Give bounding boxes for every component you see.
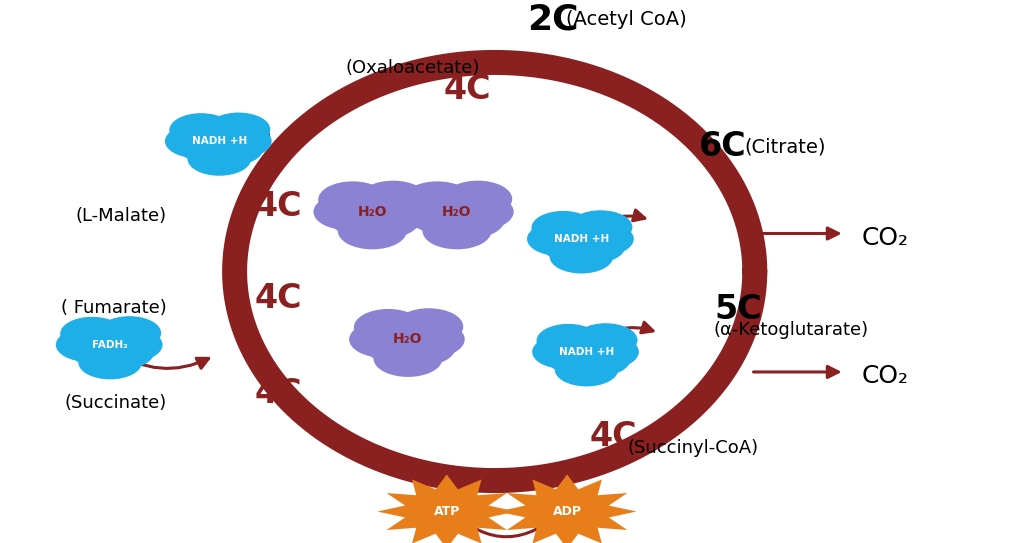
- Circle shape: [178, 130, 242, 163]
- Polygon shape: [497, 475, 636, 543]
- Circle shape: [334, 192, 410, 232]
- Polygon shape: [377, 475, 516, 543]
- Circle shape: [313, 193, 382, 230]
- Circle shape: [373, 340, 442, 377]
- Circle shape: [574, 323, 637, 357]
- Circle shape: [200, 131, 263, 166]
- Circle shape: [69, 333, 132, 367]
- Circle shape: [348, 321, 418, 358]
- Text: CO₂: CO₂: [861, 364, 908, 388]
- Circle shape: [187, 117, 251, 151]
- Circle shape: [364, 327, 432, 364]
- Text: NADH +H: NADH +H: [192, 136, 247, 146]
- Text: (Succinyl-CoA): (Succinyl-CoA): [627, 439, 758, 457]
- Circle shape: [413, 199, 481, 236]
- Circle shape: [337, 186, 407, 222]
- Circle shape: [419, 192, 494, 232]
- Circle shape: [74, 326, 146, 364]
- Circle shape: [422, 213, 491, 249]
- Circle shape: [567, 342, 630, 376]
- Circle shape: [98, 316, 161, 350]
- Text: 5C: 5C: [713, 293, 761, 326]
- Circle shape: [422, 186, 491, 222]
- Circle shape: [435, 201, 504, 238]
- Text: ( Fumarate): ( Fumarate): [60, 299, 166, 317]
- Text: H₂O: H₂O: [358, 205, 386, 219]
- Text: H₂O: H₂O: [393, 332, 422, 346]
- Text: 6C: 6C: [698, 130, 746, 163]
- Circle shape: [207, 112, 270, 147]
- Text: (Citrate): (Citrate): [744, 137, 825, 156]
- Circle shape: [536, 324, 599, 358]
- Circle shape: [531, 211, 594, 245]
- Circle shape: [554, 352, 618, 387]
- Circle shape: [444, 193, 514, 230]
- Circle shape: [208, 124, 271, 158]
- Circle shape: [91, 335, 154, 369]
- Circle shape: [183, 122, 255, 160]
- Circle shape: [169, 113, 232, 147]
- Circle shape: [549, 215, 612, 249]
- Circle shape: [397, 193, 467, 230]
- Text: FADH₂: FADH₂: [92, 340, 128, 350]
- Circle shape: [532, 335, 595, 369]
- Circle shape: [570, 222, 633, 256]
- Circle shape: [403, 181, 472, 218]
- Text: CO₂: CO₂: [861, 226, 908, 250]
- Circle shape: [549, 239, 612, 274]
- Circle shape: [373, 313, 442, 350]
- Text: (Oxaloacetate): (Oxaloacetate): [345, 59, 480, 77]
- Circle shape: [561, 229, 625, 263]
- Text: (Acetyl CoA): (Acetyl CoA): [566, 10, 686, 28]
- Text: H₂O: H₂O: [442, 205, 471, 219]
- Text: NADH +H: NADH +H: [553, 234, 608, 244]
- Circle shape: [351, 201, 420, 238]
- Circle shape: [540, 228, 603, 261]
- Circle shape: [394, 308, 463, 345]
- Circle shape: [545, 220, 616, 258]
- Text: 4C: 4C: [443, 73, 490, 106]
- Circle shape: [550, 333, 622, 371]
- Circle shape: [187, 142, 251, 176]
- Text: 2C: 2C: [527, 2, 578, 36]
- Circle shape: [545, 340, 608, 374]
- Text: 4C: 4C: [255, 282, 303, 315]
- Circle shape: [337, 213, 407, 249]
- Text: NADH +H: NADH +H: [558, 347, 613, 357]
- Circle shape: [354, 309, 423, 346]
- Text: 4C: 4C: [255, 190, 303, 223]
- Text: 4C: 4C: [589, 420, 637, 453]
- Circle shape: [359, 181, 427, 217]
- Text: (α-Ketoglutarate): (α-Ketoglutarate): [713, 320, 868, 339]
- Circle shape: [165, 124, 228, 158]
- Circle shape: [360, 193, 429, 230]
- Circle shape: [395, 321, 465, 358]
- Circle shape: [328, 199, 396, 236]
- Text: (Succinate): (Succinate): [64, 394, 166, 412]
- Circle shape: [370, 319, 445, 359]
- Text: (L-Malate): (L-Malate): [75, 206, 166, 225]
- Circle shape: [569, 210, 632, 244]
- Circle shape: [78, 321, 142, 355]
- Circle shape: [56, 328, 119, 362]
- Circle shape: [527, 222, 590, 256]
- Circle shape: [99, 328, 162, 362]
- Circle shape: [78, 345, 142, 380]
- Circle shape: [575, 335, 638, 369]
- Circle shape: [386, 329, 455, 366]
- Circle shape: [554, 328, 618, 362]
- Circle shape: [318, 181, 387, 218]
- Text: ATP: ATP: [433, 505, 460, 518]
- Circle shape: [443, 181, 512, 217]
- Circle shape: [60, 317, 123, 351]
- Text: ADP: ADP: [552, 505, 581, 518]
- Text: 4C: 4C: [255, 377, 303, 410]
